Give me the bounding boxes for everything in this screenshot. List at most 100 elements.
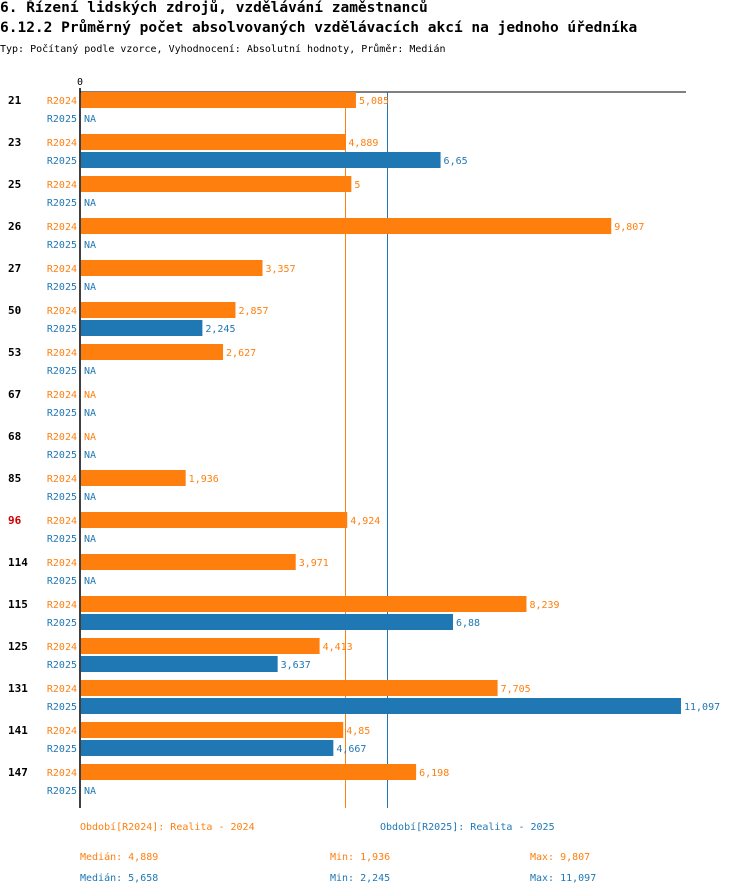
category-label: 125	[8, 640, 28, 653]
bar-r2024	[81, 218, 612, 234]
min-r2024: Min: 1,936	[330, 852, 391, 863]
data-label: 4,889	[348, 138, 378, 149]
bar-r2024	[81, 764, 417, 780]
category-label: 114	[8, 556, 28, 569]
data-label: 2,245	[205, 324, 235, 335]
bar-r2025	[81, 740, 334, 756]
max-r2024: Max: 9,807	[530, 852, 591, 863]
category-label: 67	[8, 388, 21, 401]
series-label: R2025	[47, 786, 77, 797]
legend-r2024: Období[R2024]: Realita - 2024	[80, 822, 255, 833]
bar-r2024	[81, 554, 296, 570]
bar-r2024	[81, 92, 356, 108]
series-label: R2024	[47, 222, 77, 233]
data-label: 2,627	[226, 348, 256, 359]
x-tick-label: 0	[77, 77, 83, 88]
bar-r2024	[81, 596, 527, 612]
bar-r2024	[81, 680, 498, 696]
data-label: 2,857	[238, 306, 268, 317]
category-label: 50	[8, 304, 21, 317]
data-label: NA	[84, 198, 96, 209]
series-label: R2025	[47, 366, 77, 377]
bar-r2024	[81, 344, 224, 360]
data-label: NA	[84, 366, 96, 377]
data-label: 3,637	[281, 660, 311, 671]
data-label: 4,924	[350, 516, 380, 527]
category-label: 68	[8, 430, 21, 443]
bar-r2024	[81, 260, 263, 276]
chart-type-info: Typ: Počítaný podle vzorce, Vyhodnocení:…	[0, 44, 446, 55]
data-label: 6,88	[456, 618, 480, 629]
series-label: R2024	[47, 180, 77, 191]
median-r2025: Medián: 5,658	[80, 873, 159, 884]
series-label: R2025	[47, 702, 77, 713]
data-label: 4,667	[336, 744, 366, 755]
chart-subtitle: 6.12.2 Průměrný počet absolvovaných vzdě…	[0, 20, 638, 36]
data-label: 7,705	[501, 684, 531, 695]
series-label: R2024	[47, 96, 77, 107]
bar-r2024	[81, 512, 348, 528]
data-label: NA	[84, 390, 96, 401]
bar-r2024	[81, 302, 236, 318]
series-label: R2024	[47, 600, 77, 611]
data-label: NA	[84, 114, 96, 125]
category-label: 115	[8, 598, 28, 611]
data-label: NA	[84, 786, 96, 797]
series-label: R2025	[47, 492, 77, 503]
data-label: NA	[84, 534, 96, 545]
series-label: R2024	[47, 474, 77, 485]
data-label: NA	[84, 240, 96, 251]
data-label: 6,65	[444, 156, 468, 167]
series-label: R2024	[47, 768, 77, 779]
series-label: R2025	[47, 744, 77, 755]
category-label: 53	[8, 346, 21, 359]
data-label: 3,357	[266, 264, 296, 275]
legend-r2025: Období[R2025]: Realita - 2025	[380, 822, 555, 833]
bar-r2024	[81, 134, 346, 150]
page-title: 6. Řízení lidských zdrojů, vzdělávání za…	[0, 0, 428, 16]
series-label: R2024	[47, 306, 77, 317]
bar-r2025	[81, 614, 453, 630]
series-label: R2024	[47, 558, 77, 569]
series-label: R2025	[47, 660, 77, 671]
series-label: R2024	[47, 726, 77, 737]
min-r2025: Min: 2,245	[330, 873, 391, 884]
series-label: R2024	[47, 390, 77, 401]
data-label: 4,413	[323, 642, 353, 653]
category-label: 131	[8, 682, 28, 695]
category-label: 25	[8, 178, 21, 191]
bar-r2025	[81, 152, 441, 168]
category-label: 85	[8, 472, 21, 485]
bar-r2024	[81, 722, 344, 738]
category-label: 147	[8, 766, 28, 779]
series-label: R2025	[47, 534, 77, 545]
category-label: 23	[8, 136, 21, 149]
category-label: 21	[8, 94, 22, 107]
series-label: R2024	[47, 432, 77, 443]
bar-r2025	[81, 320, 203, 336]
data-label: 8,239	[529, 600, 559, 611]
data-label: NA	[84, 282, 96, 293]
series-label: R2025	[47, 156, 77, 167]
series-label: R2025	[47, 324, 77, 335]
data-label: NA	[84, 408, 96, 419]
data-label: 9,807	[614, 222, 644, 233]
data-label: 3,971	[299, 558, 329, 569]
data-label: 6,198	[419, 768, 449, 779]
data-label: 4,85	[346, 726, 370, 737]
bar-r2025	[81, 698, 681, 714]
bar-r2025	[81, 656, 278, 672]
median-r2024: Medián: 4,889	[80, 852, 159, 863]
series-label: R2024	[47, 348, 77, 359]
category-label: 141	[8, 724, 28, 737]
max-r2025: Max: 11,097	[530, 873, 597, 884]
data-label: 11,097	[684, 702, 720, 713]
series-label: R2025	[47, 114, 77, 125]
series-label: R2024	[47, 516, 77, 527]
category-label: 26	[8, 220, 22, 233]
data-label: NA	[84, 576, 96, 587]
series-label: R2024	[47, 138, 77, 149]
data-label: NA	[84, 492, 96, 503]
series-label: R2024	[47, 264, 77, 275]
